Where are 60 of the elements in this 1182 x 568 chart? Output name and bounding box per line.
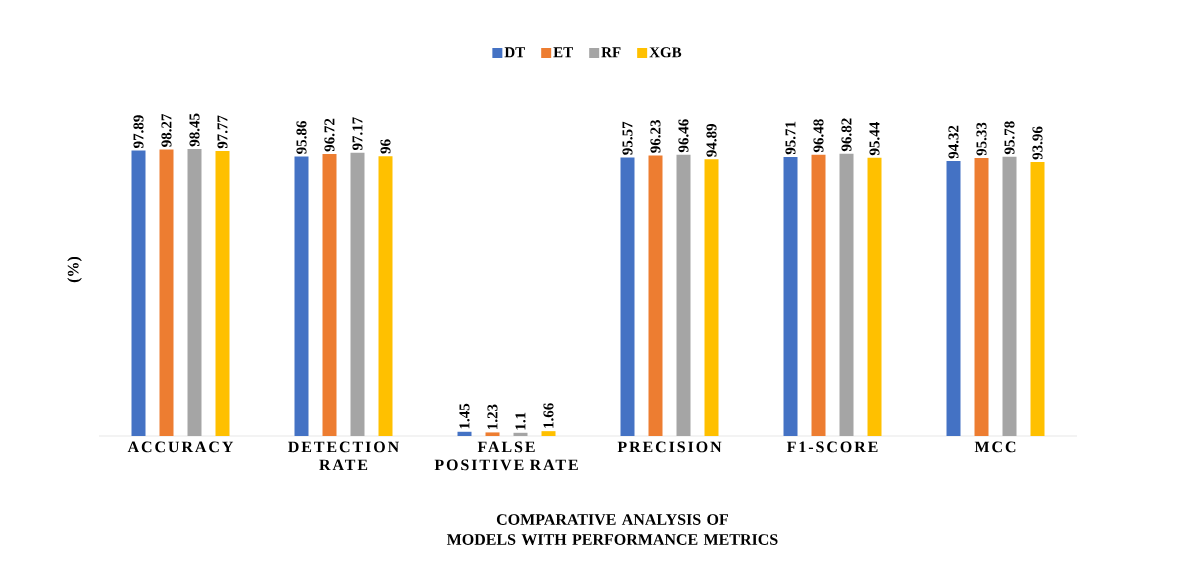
data-label: 96.72 bbox=[324, 118, 335, 152]
legend-label: DT bbox=[504, 47, 525, 58]
data-label: 96 bbox=[380, 139, 391, 154]
data-label: 96.82 bbox=[841, 118, 852, 152]
bar bbox=[839, 153, 854, 436]
bar bbox=[350, 152, 365, 436]
data-label: 97.17 bbox=[352, 117, 363, 151]
bar bbox=[378, 156, 393, 436]
data-label: 97.89 bbox=[133, 115, 144, 149]
bar bbox=[811, 154, 826, 436]
data-label: 1.66 bbox=[543, 403, 554, 428]
data-label: 95.44 bbox=[869, 122, 880, 156]
data-label: 93.96 bbox=[1032, 126, 1043, 160]
data-label: 98.27 bbox=[161, 113, 172, 147]
legend-label: XGB bbox=[649, 47, 682, 58]
legend-label: RF bbox=[601, 47, 621, 58]
bar bbox=[1002, 156, 1017, 436]
x-tick-label: DETECTION RATE bbox=[288, 441, 399, 471]
bar bbox=[648, 155, 663, 436]
bar bbox=[187, 148, 202, 436]
bar bbox=[620, 157, 635, 436]
x-tick-label: F1-SCORE bbox=[786, 441, 878, 453]
data-label: 1.23 bbox=[487, 404, 498, 430]
data-label: 96.48 bbox=[813, 119, 824, 153]
bar bbox=[946, 161, 961, 436]
data-label: 95.71 bbox=[785, 121, 796, 155]
data-label: 95.78 bbox=[1004, 121, 1015, 155]
x-tick-label: ACCURACY bbox=[127, 441, 234, 453]
bar bbox=[159, 149, 174, 436]
x-tick-label: PRECISION bbox=[617, 441, 722, 453]
data-label: 94.89 bbox=[706, 123, 717, 157]
bar bbox=[704, 159, 719, 436]
x-tick-label: FALSE POSITIVE RATE bbox=[434, 441, 578, 471]
data-label: 95.33 bbox=[976, 122, 987, 156]
bar bbox=[215, 150, 230, 436]
bar bbox=[676, 154, 691, 436]
x-tick-label: MCC bbox=[974, 441, 1016, 453]
bar bbox=[485, 432, 500, 436]
data-label: 98.45 bbox=[189, 113, 200, 147]
data-label: 1.45 bbox=[459, 403, 470, 429]
bar bbox=[457, 431, 472, 436]
bar bbox=[541, 431, 556, 436]
data-label: 95.86 bbox=[296, 121, 307, 154]
bar bbox=[974, 158, 989, 436]
bar bbox=[513, 432, 528, 436]
data-label: 96.23 bbox=[650, 120, 661, 153]
data-label: 97.77 bbox=[217, 115, 228, 149]
data-label: 96.46 bbox=[678, 119, 689, 153]
data-label: 95.57 bbox=[622, 121, 633, 155]
bar bbox=[783, 156, 798, 436]
x-axis-title: COMPARATIVE ANALYSIS OF MODELS WITH PERFORMANCE METRICS bbox=[446, 514, 778, 545]
legend-label: ET bbox=[553, 47, 573, 58]
bar bbox=[1030, 162, 1045, 436]
bar bbox=[867, 157, 882, 436]
bar bbox=[294, 156, 309, 436]
data-label: 1.1 bbox=[515, 412, 526, 430]
y-axis-title: (%) bbox=[67, 256, 82, 283]
bar bbox=[322, 154, 337, 436]
data-label: 94.32 bbox=[948, 125, 959, 159]
bar bbox=[131, 150, 146, 436]
